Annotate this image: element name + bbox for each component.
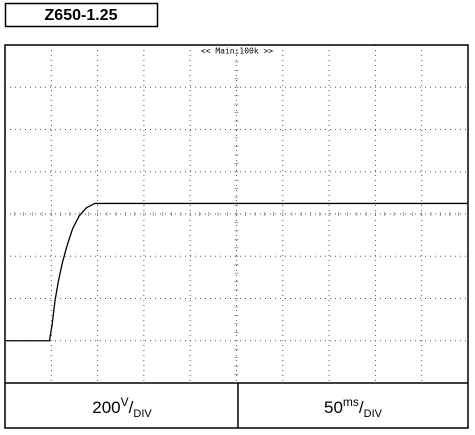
- y-scale-label: 200V/DIV: [92, 395, 152, 420]
- scale-separator: /: [129, 398, 134, 417]
- chart-title: Z650-1.25: [45, 7, 118, 24]
- scale-value: 50: [324, 398, 343, 417]
- screen-frame: [4, 44, 469, 429]
- x-scale-label: 50ms/DIV: [324, 395, 383, 420]
- waveform: [5, 202, 468, 342]
- header-label: << Main:100k >>: [201, 47, 273, 56]
- scale-unit: ms: [343, 395, 359, 409]
- scale-unit: V: [121, 395, 129, 409]
- scale-value: 200: [92, 398, 120, 417]
- plot-area: [4, 44, 469, 384]
- scale-separator: /: [359, 398, 364, 417]
- scale-per: DIV: [133, 408, 152, 420]
- scale-per: DIV: [364, 408, 383, 420]
- title-box: [4, 2, 159, 28]
